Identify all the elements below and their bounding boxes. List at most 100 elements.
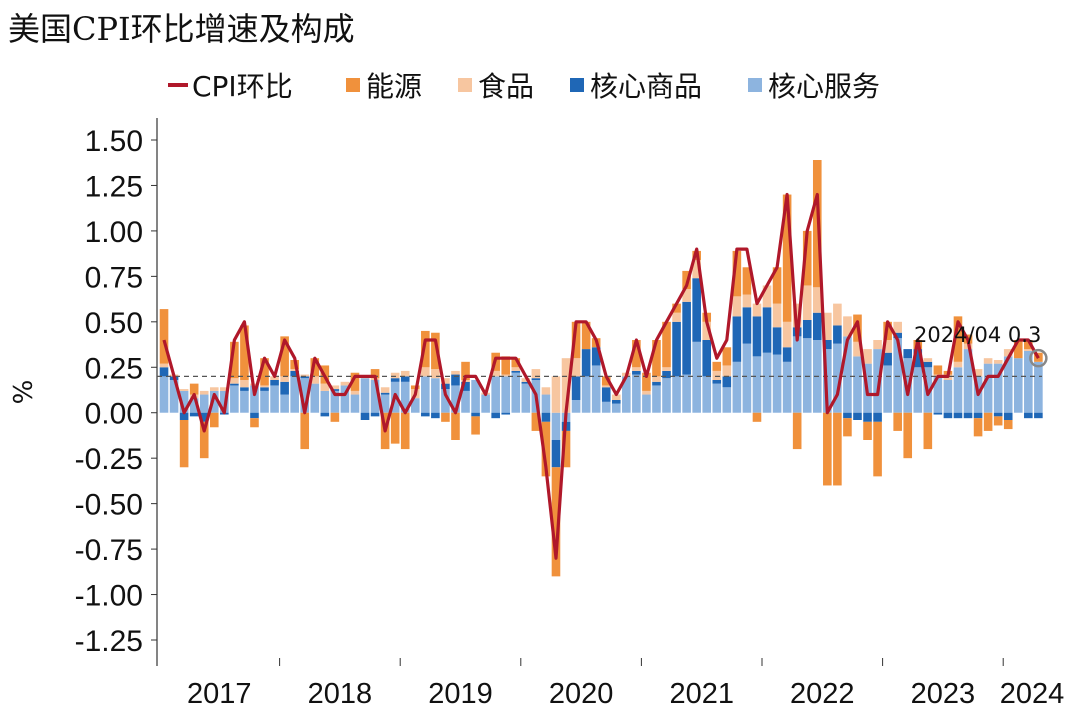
bar-energy [823, 412, 832, 486]
bar-core-services [802, 338, 812, 413]
bar-food [923, 358, 933, 362]
bar-food [280, 376, 289, 382]
bar-food [571, 358, 581, 377]
bar-food [802, 285, 812, 320]
bar-food [843, 316, 852, 337]
bar-core-goods [742, 307, 752, 344]
bar-energy [390, 412, 400, 444]
bar-energy [642, 372, 651, 391]
bar-core-services [752, 356, 762, 413]
bar-core-services [933, 376, 943, 413]
bar-core-goods [591, 347, 601, 366]
bar-core-services [400, 381, 410, 413]
bar-core-services [360, 378, 370, 413]
bar-food [270, 376, 279, 380]
y-tick-label: 1.50 [85, 125, 143, 158]
bar-food [290, 369, 299, 371]
bar-food [712, 370, 722, 380]
bar-energy [993, 416, 1003, 426]
bar-core-services [290, 376, 299, 413]
bar-core-goods [732, 316, 742, 362]
bar-food [400, 370, 410, 377]
bar-core-goods [923, 361, 933, 368]
bar-core-goods [531, 378, 541, 380]
bar-core-services [189, 398, 199, 413]
bar-food [159, 363, 169, 368]
bar-core-goods [823, 340, 832, 350]
bar-energy [953, 316, 963, 362]
bar-energy [581, 321, 591, 350]
bar-energy [441, 412, 450, 422]
bar-core-services [270, 385, 279, 413]
bar-food [561, 358, 571, 413]
bar-energy [983, 412, 993, 431]
y-tick-label: 0.25 [85, 352, 143, 385]
bar-food [662, 367, 671, 371]
bar-energy [782, 194, 792, 322]
bar-energy [772, 267, 782, 304]
bar-core-goods [853, 412, 862, 420]
bar-energy [179, 420, 189, 468]
bar-energy [843, 418, 852, 437]
bar-food [300, 374, 310, 377]
bar-core-goods [541, 412, 551, 422]
bar-core-goods [390, 378, 400, 382]
bar-core-goods [471, 412, 480, 417]
bar-food [380, 387, 390, 393]
bar-energy [712, 361, 722, 371]
bar-energy [561, 430, 571, 468]
bar-food [893, 321, 902, 333]
bar-core-services [652, 385, 661, 413]
bar-energy [652, 340, 661, 377]
bar-core-goods [662, 370, 671, 379]
bar-energy [662, 321, 671, 368]
bar-energy [1003, 420, 1013, 430]
x-tick-label: 2024 [1000, 678, 1065, 710]
bar-energy [400, 412, 410, 450]
bar-core-services [169, 380, 179, 413]
bar-core-goods [159, 367, 169, 377]
bar-food [762, 285, 772, 308]
bar-core-goods [431, 412, 440, 419]
bar-food [772, 303, 782, 328]
bar-core-services [199, 394, 209, 413]
bar-energy [752, 412, 762, 422]
bar-core-services [632, 374, 641, 413]
bar-food [531, 369, 541, 379]
bar-core-services [702, 376, 712, 413]
chart-title: 美国CPI环比增速及构成 [8, 10, 355, 48]
bar-core-services [320, 390, 330, 413]
x-tick-label: 2018 [308, 678, 373, 710]
bar-energy [421, 330, 430, 368]
bar-core-services [330, 390, 340, 413]
bar-core-goods [1003, 412, 1013, 420]
bar-food [421, 367, 430, 377]
bar-energy [350, 372, 360, 391]
bar-food [209, 387, 219, 391]
bar-core-services [983, 363, 993, 413]
bar-core-services [963, 349, 973, 413]
bar-core-goods [702, 340, 712, 377]
x-tick-label: 2019 [428, 678, 493, 710]
bar-core-services [622, 376, 631, 413]
y-tick-label: 0.00 [85, 398, 143, 431]
bar-energy [802, 230, 812, 286]
bar-core-services [913, 367, 923, 413]
bar-energy [863, 421, 872, 440]
bar-food [732, 296, 742, 317]
bar-core-services [682, 374, 691, 413]
bar-core-goods [360, 412, 370, 420]
bar-core-services [1024, 350, 1033, 413]
bar-core-services [1013, 358, 1023, 413]
annotation-label: 2024/04 0.3 [914, 323, 1041, 347]
bar-food [551, 376, 561, 413]
bar-core-goods [581, 349, 591, 377]
y-tick-label: -0.75 [75, 534, 143, 567]
bar-core-services [511, 372, 521, 413]
bar-energy [732, 250, 742, 297]
y-tick-label: -1.25 [75, 625, 143, 658]
bar-core-goods [189, 412, 199, 417]
bar-core-goods [501, 412, 511, 415]
bar-energy [501, 356, 511, 375]
bar-core-services [300, 378, 310, 413]
